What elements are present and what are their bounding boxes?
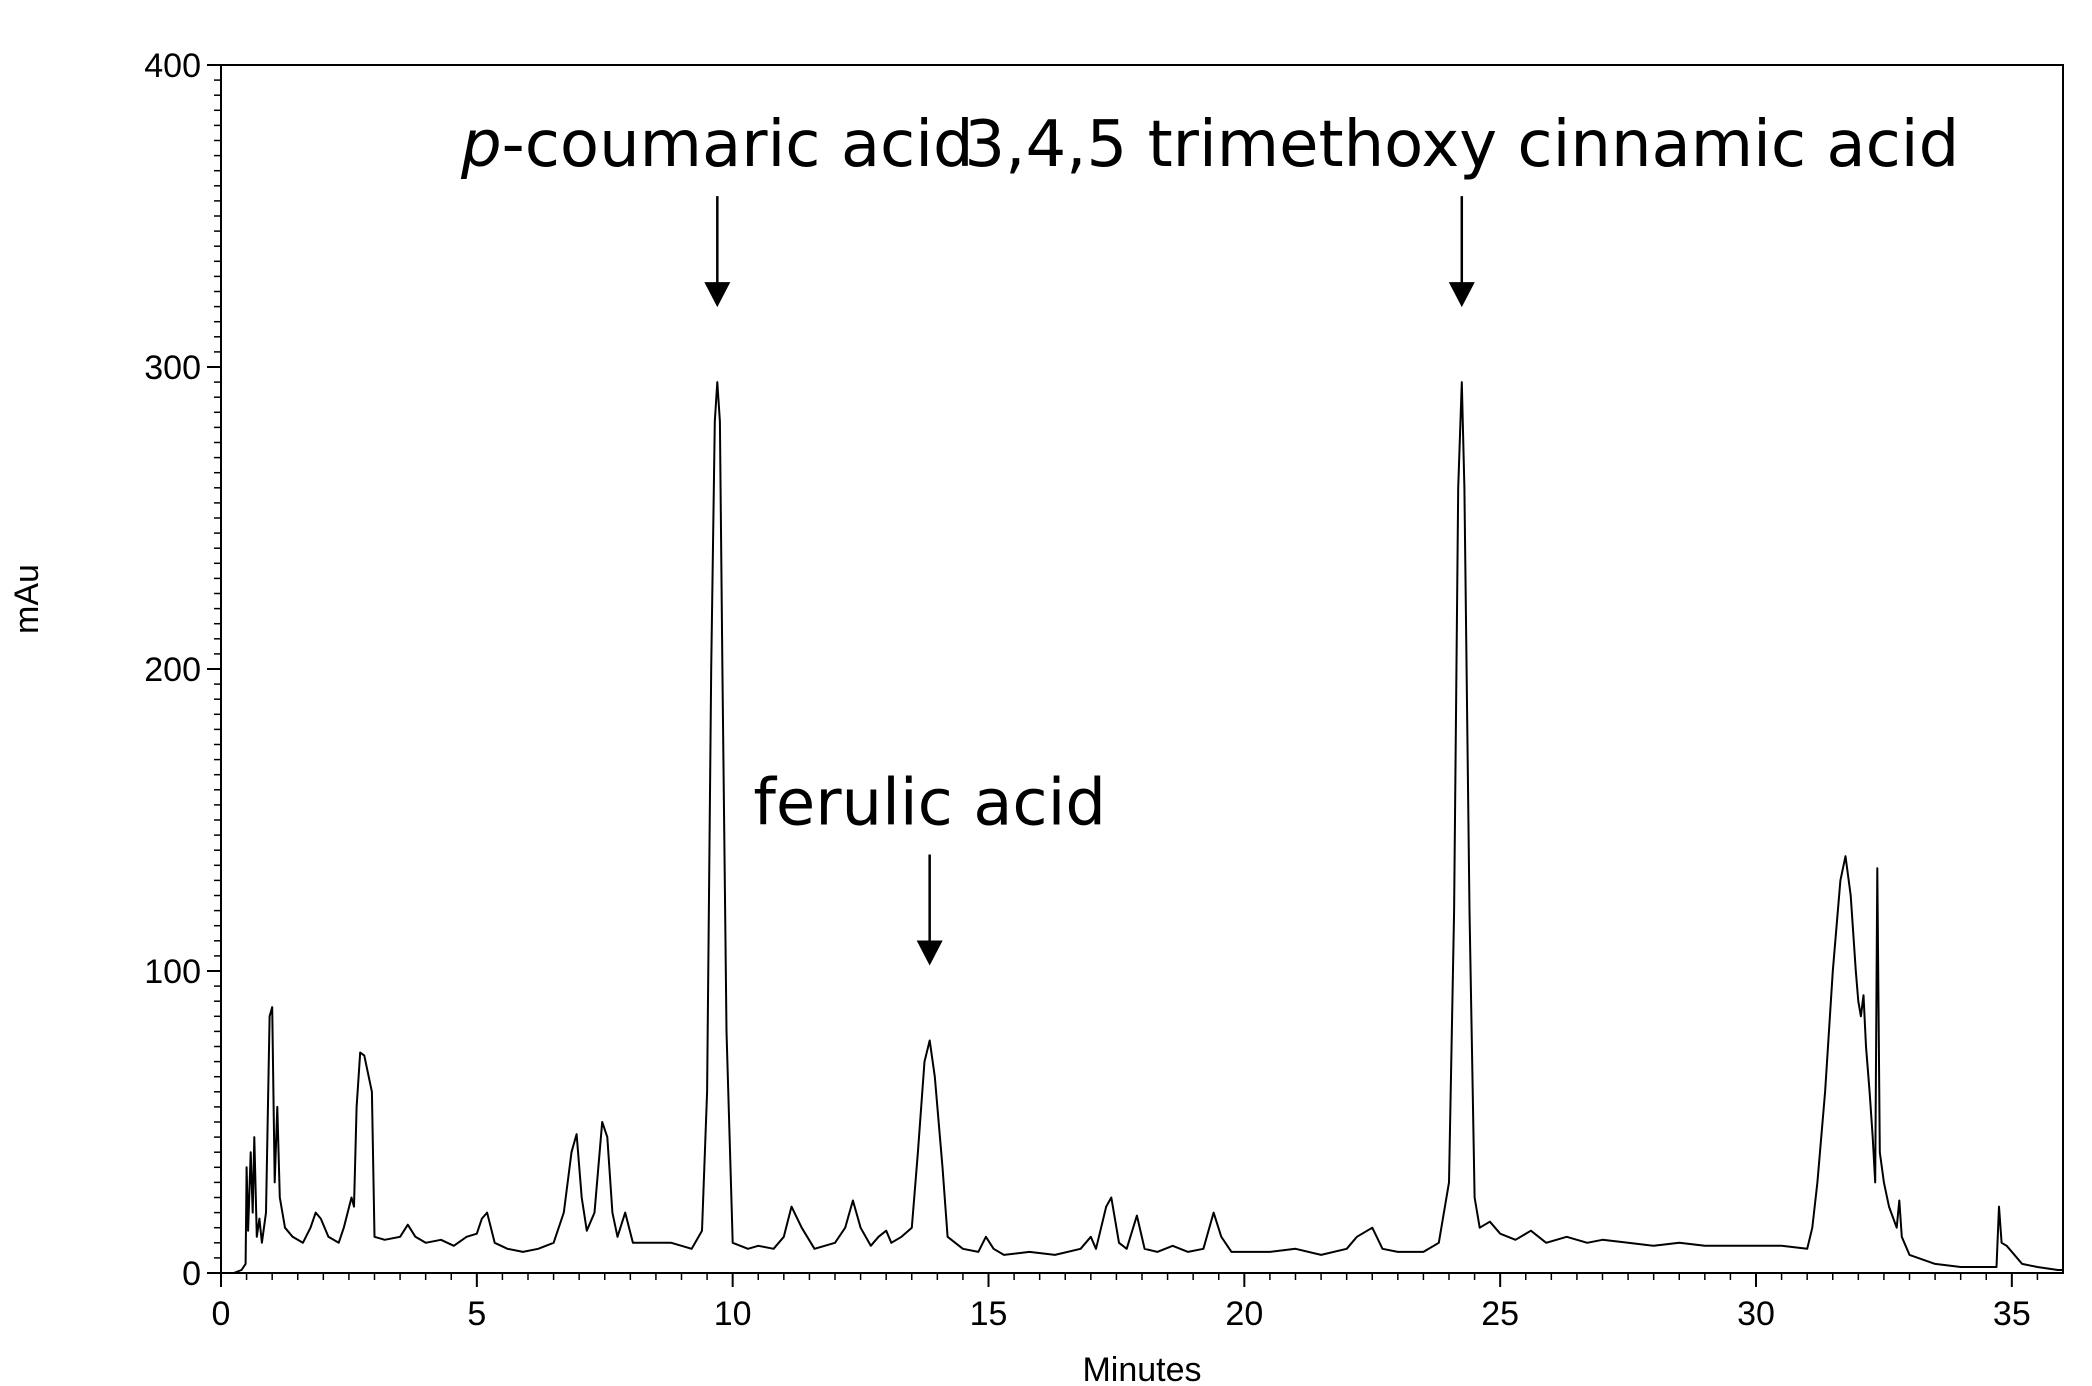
peak-label-text: ferulic acid [753, 766, 1106, 840]
y-axis-title: mAu [8, 564, 46, 634]
peak-label-text: -coumaric acid [502, 108, 974, 182]
x-tick-label: 15 [970, 1295, 1008, 1333]
x-tick-label: 35 [1993, 1295, 2031, 1333]
peak-label-prefix: p [460, 108, 502, 182]
x-axis-ticks: 0 5 10 15 20 25 30 35 [212, 1273, 2039, 1333]
x-tick-label: 0 [212, 1295, 231, 1333]
y-tick-label: 300 [144, 349, 201, 387]
x-tick-label: 10 [714, 1295, 752, 1333]
peak-label-text: 3,4,5 trimethoxy cinnamic acid [964, 108, 1959, 182]
y-axis-ticks: 0 100 200 300 400 [144, 47, 221, 1293]
x-axis-title: Minutes [1082, 1351, 1201, 1386]
plot-frame [220, 64, 2064, 1274]
y-tick-label: 0 [182, 1255, 201, 1293]
x-tick-label: 25 [1481, 1295, 1519, 1333]
peak-label: ferulic acid [753, 766, 1106, 840]
x-tick-label: 20 [1225, 1295, 1263, 1333]
annotation-arrowhead [916, 940, 943, 966]
x-tick-label: 30 [1737, 1295, 1775, 1333]
y-tick-label: 400 [144, 47, 201, 85]
y-tick-label: 200 [144, 651, 201, 689]
peak-label: p-coumaric acid [460, 108, 974, 182]
peak-label: 3,4,5 trimethoxy cinnamic acid [964, 108, 1959, 182]
x-tick-label: 5 [467, 1295, 486, 1333]
annotation-arrowhead [1448, 282, 1475, 308]
peak-annotations: p-coumaric acid ferulic acid 3,4,5 trimeth… [460, 108, 1959, 966]
annotation-arrowhead [704, 282, 731, 308]
chromatogram-trace [221, 381, 2063, 1274]
y-tick-label: 100 [144, 953, 201, 991]
